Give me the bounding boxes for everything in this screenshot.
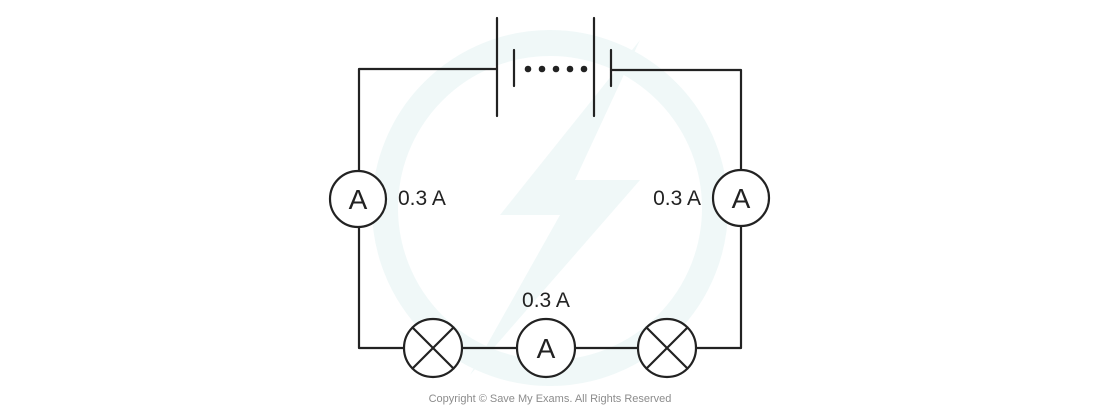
battery-icon xyxy=(495,16,613,118)
lamp-left-icon xyxy=(402,317,464,379)
ammeter-bottom-symbol: A xyxy=(537,333,556,364)
ammeter-right-symbol: A xyxy=(732,183,751,214)
wire-top-left xyxy=(357,67,499,173)
battery-dot xyxy=(538,65,546,73)
reading-right-ammeter: 0.3 A xyxy=(653,187,701,210)
ammeter-left: A xyxy=(328,169,388,229)
circuit-wires xyxy=(357,67,743,350)
lamp-right-cross xyxy=(645,326,689,370)
lamp-right-icon xyxy=(636,317,698,379)
battery-dot xyxy=(552,65,560,73)
battery-dot xyxy=(524,65,532,73)
copyright-notice: Copyright © Save My Exams. All Rights Re… xyxy=(429,393,672,405)
battery-dot xyxy=(566,65,574,73)
lamp-left-cross xyxy=(411,326,455,370)
ammeter-bottom: A xyxy=(515,317,577,379)
ammeter-bottom-circle xyxy=(515,317,577,379)
ammeter-right: A xyxy=(711,168,771,228)
wire-right-lower xyxy=(694,224,743,350)
battery-dot xyxy=(580,65,588,73)
ammeter-right-circle xyxy=(711,168,771,228)
reading-bottom-ammeter: 0.3 A xyxy=(522,289,570,312)
wire-top-right xyxy=(609,68,743,172)
reading-left-ammeter: 0.3 A xyxy=(398,187,446,210)
wire-left-lower xyxy=(357,225,406,350)
ammeter-left-symbol: A xyxy=(349,184,368,215)
watermark-bolt xyxy=(470,40,640,375)
ammeter-left-circle xyxy=(328,169,388,229)
